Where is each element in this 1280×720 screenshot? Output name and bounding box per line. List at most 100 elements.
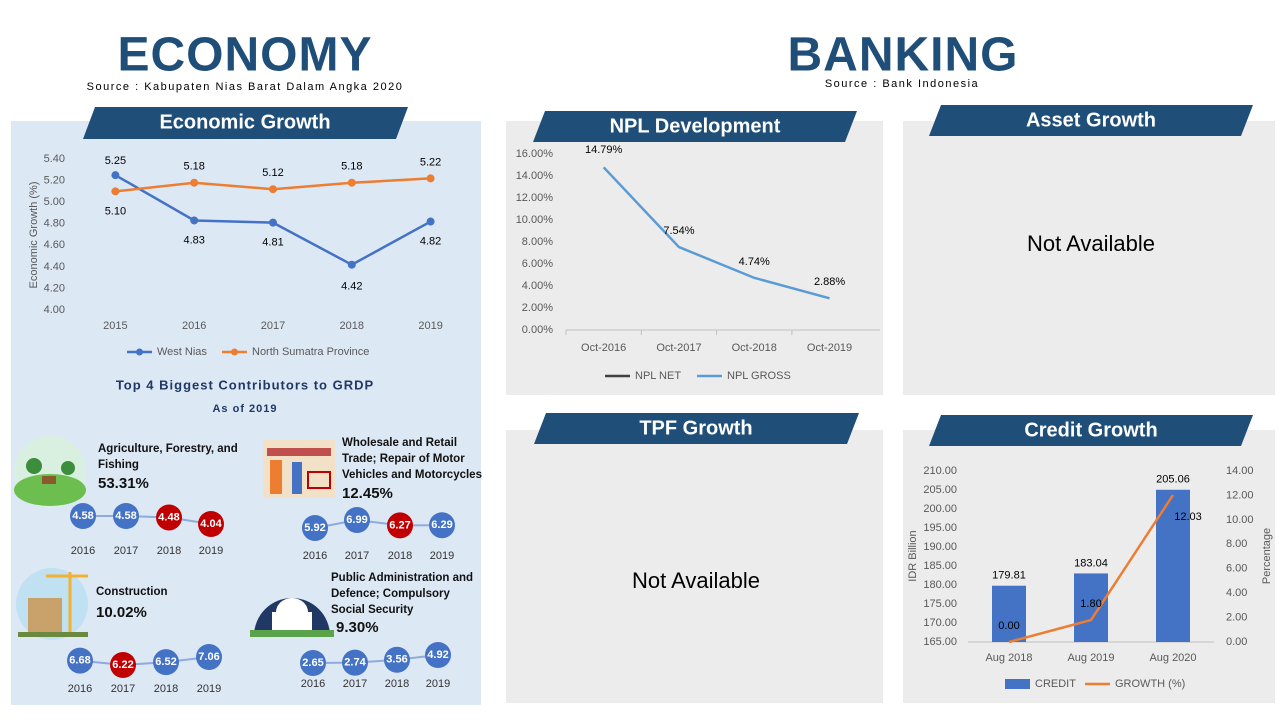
y-tick-label: 12.00 bbox=[1226, 489, 1254, 501]
sector-share: 10.02% bbox=[96, 604, 147, 621]
value-bubble bbox=[110, 652, 136, 678]
banner bbox=[533, 111, 857, 142]
construction-icon bbox=[16, 568, 88, 640]
contributors-subtitle: As of 2019 bbox=[212, 403, 277, 415]
point bbox=[426, 174, 435, 183]
government-icon bbox=[250, 598, 334, 637]
data-label: 4.74% bbox=[739, 256, 770, 268]
y-tick-label: 4.20 bbox=[44, 282, 65, 294]
y2-axis-label: Percentage bbox=[1261, 528, 1273, 584]
bubble-label: 5.92 bbox=[304, 522, 325, 534]
y-tick-label: 175.00 bbox=[923, 598, 957, 610]
value-bubble bbox=[67, 647, 93, 674]
year-label: 2018 bbox=[385, 678, 409, 690]
agriculture-icon bbox=[14, 436, 86, 508]
value-bubble bbox=[113, 503, 139, 529]
y-tick-label: 5.00 bbox=[44, 196, 65, 208]
data-label: 4.42 bbox=[341, 281, 362, 293]
bubble-label: 6.68 bbox=[69, 655, 90, 667]
x-tick-label: 2018 bbox=[340, 320, 364, 332]
banking-source: Source : Bank Indonesia bbox=[825, 78, 979, 90]
y-tick-label: 5.20 bbox=[44, 174, 65, 186]
y-tick-label: 14.00 bbox=[1226, 465, 1254, 477]
sector-name: Construction bbox=[96, 586, 168, 598]
year-label: 2019 bbox=[197, 683, 221, 695]
value-bubble bbox=[384, 646, 410, 673]
bubble-label: 6.29 bbox=[431, 519, 452, 531]
legend-swatch bbox=[1005, 679, 1030, 689]
y-axis-label: IDR Billion bbox=[907, 530, 919, 581]
y-tick-label: 4.60 bbox=[44, 239, 65, 251]
y-tick-label: 6.00 bbox=[1226, 563, 1247, 575]
bar bbox=[992, 585, 1026, 642]
legend-label: North Sumatra Province bbox=[252, 346, 369, 358]
npl-panel bbox=[506, 121, 883, 395]
data-label: 5.10 bbox=[105, 205, 126, 217]
value-bubble bbox=[156, 504, 182, 531]
sector-share: 12.45% bbox=[342, 485, 393, 502]
x-tick-label: Oct-2019 bbox=[807, 342, 852, 354]
data-label: 183.04 bbox=[1074, 557, 1108, 569]
banking-title: BANKING bbox=[788, 29, 1019, 82]
point bbox=[190, 216, 199, 225]
mini-line bbox=[83, 515, 212, 525]
bubble-label: 7.06 bbox=[198, 651, 219, 663]
value-bubble bbox=[198, 511, 224, 537]
y-tick-label: 190.00 bbox=[923, 541, 957, 553]
y-tick-label: 165.00 bbox=[923, 636, 957, 648]
y-tick-label: 4.00 bbox=[44, 304, 65, 316]
legend-label: GROWTH (%) bbox=[1115, 678, 1185, 690]
sector-name: Agriculture, Forestry, and Fishing bbox=[98, 443, 238, 471]
year-label: 2016 bbox=[68, 683, 92, 695]
economy-panel bbox=[11, 121, 481, 705]
value-bubble bbox=[196, 644, 222, 670]
y-tick-label: 4.80 bbox=[44, 218, 65, 230]
data-label: 179.81 bbox=[992, 570, 1026, 582]
bubble-label: 3.56 bbox=[386, 654, 407, 666]
point bbox=[347, 260, 356, 269]
data-label: 5.22 bbox=[420, 156, 441, 168]
not-available: Not Available bbox=[1027, 231, 1155, 256]
legend-label: NPL NET bbox=[635, 370, 681, 382]
year-label: 2018 bbox=[154, 683, 178, 695]
banner bbox=[83, 107, 408, 139]
y-tick-label: 10.00 bbox=[1226, 514, 1254, 526]
legend-marker bbox=[136, 348, 143, 356]
credit-panel bbox=[903, 430, 1275, 703]
y-tick-label: 14.00% bbox=[516, 170, 554, 182]
tpf-panel bbox=[506, 430, 883, 703]
bubble-label: 6.52 bbox=[155, 656, 176, 668]
data-label: 5.12 bbox=[262, 167, 283, 179]
sector-share: 53.31% bbox=[98, 475, 149, 492]
data-label: 0.00 bbox=[998, 620, 1019, 632]
data-label: 5.25 bbox=[105, 155, 126, 167]
banner bbox=[929, 415, 1253, 446]
data-label: 5.18 bbox=[183, 161, 204, 173]
y-tick-label: 4.40 bbox=[44, 261, 65, 273]
y-tick-label: 10.00% bbox=[516, 214, 554, 226]
legend-label: CREDIT bbox=[1035, 678, 1076, 690]
data-label: 5.18 bbox=[341, 161, 362, 173]
bubble-label: 4.48 bbox=[158, 511, 179, 523]
banner-title: Asset Growth bbox=[1026, 109, 1156, 131]
bubble-label: 4.58 bbox=[115, 510, 136, 522]
y-tick-label: 185.00 bbox=[923, 560, 957, 572]
value-bubble bbox=[429, 512, 455, 539]
bubble-label: 2.65 bbox=[302, 657, 323, 669]
year-label: 2017 bbox=[345, 550, 369, 562]
point bbox=[269, 218, 277, 227]
bubble-label: 6.27 bbox=[389, 519, 410, 531]
not-available: Not Available bbox=[632, 568, 760, 593]
value-bubble bbox=[300, 650, 326, 676]
x-tick-label: Oct-2018 bbox=[732, 342, 777, 354]
year-label: 2019 bbox=[199, 545, 223, 557]
data-label: 2.88% bbox=[814, 276, 845, 288]
legend-label: NPL GROSS bbox=[727, 370, 791, 382]
y-tick-label: 5.40 bbox=[44, 153, 65, 165]
y-tick-label: 195.00 bbox=[923, 522, 957, 534]
value-bubble bbox=[302, 515, 328, 541]
point bbox=[111, 171, 120, 180]
y-tick-label: 2.00 bbox=[1226, 611, 1247, 623]
